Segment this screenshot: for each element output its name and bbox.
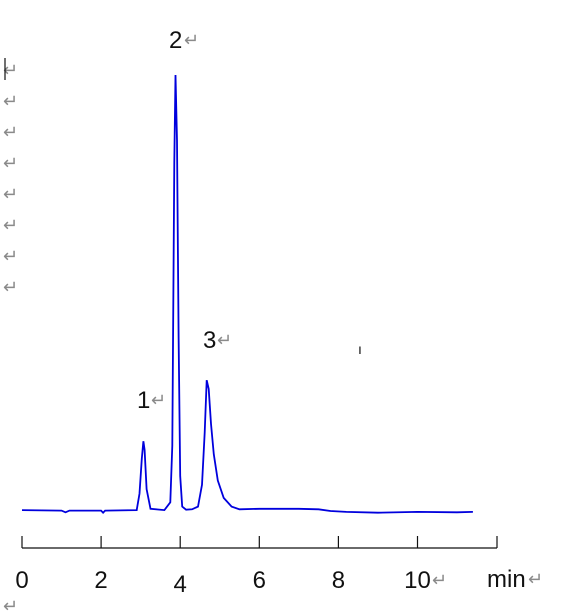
- x-tick-label-10-para-mark: ↵: [432, 570, 447, 590]
- margin-para-mark-2: ↵: [3, 91, 18, 111]
- margin-para-mark-4: ↵: [3, 153, 18, 173]
- x-tick-label-2: 2: [94, 567, 107, 594]
- x-tick-label-4: 4: [174, 571, 187, 598]
- margin-para-mark-3: ↵: [3, 122, 18, 142]
- paragraph-marks-column: ↵ ↵ ↵ ↵ ↵ ↵ ↵ ↵ ↵: [3, 60, 18, 614]
- margin-para-mark-6: ↵: [3, 215, 18, 235]
- peak-label-3-para-mark: ↵: [217, 330, 232, 350]
- stray-tick-mark: ı: [358, 341, 362, 357]
- peak-label-1-para-mark: ↵: [151, 390, 166, 410]
- x-axis-unit-label: min: [487, 566, 526, 593]
- peak-label-2: 2: [169, 27, 182, 54]
- peak-label-3: 3: [203, 327, 216, 354]
- x-tick-label-0: 0: [15, 567, 28, 594]
- x-axis-ticks: 0 2 4 6 8 10 ↵: [15, 536, 498, 598]
- x-tick-label-6: 6: [253, 567, 266, 594]
- margin-para-mark-9: ↵: [3, 596, 18, 614]
- x-axis-unit-para-mark: ↵: [528, 569, 543, 589]
- margin-para-mark-7: ↵: [3, 246, 18, 266]
- chromatogram-trace: [21, 74, 473, 515]
- margin-para-mark-1: ↵: [3, 60, 18, 80]
- margin-para-mark-8: ↵: [3, 277, 18, 297]
- peak-labels: 1 ↵ 2 ↵ 3 ↵: [137, 27, 232, 414]
- x-tick-label-8: 8: [332, 567, 345, 594]
- margin-para-mark-5: ↵: [3, 184, 18, 204]
- peak-label-1: 1: [137, 387, 150, 414]
- x-tick-label-10: 10: [404, 567, 431, 594]
- peak-label-2-para-mark: ↵: [184, 30, 199, 50]
